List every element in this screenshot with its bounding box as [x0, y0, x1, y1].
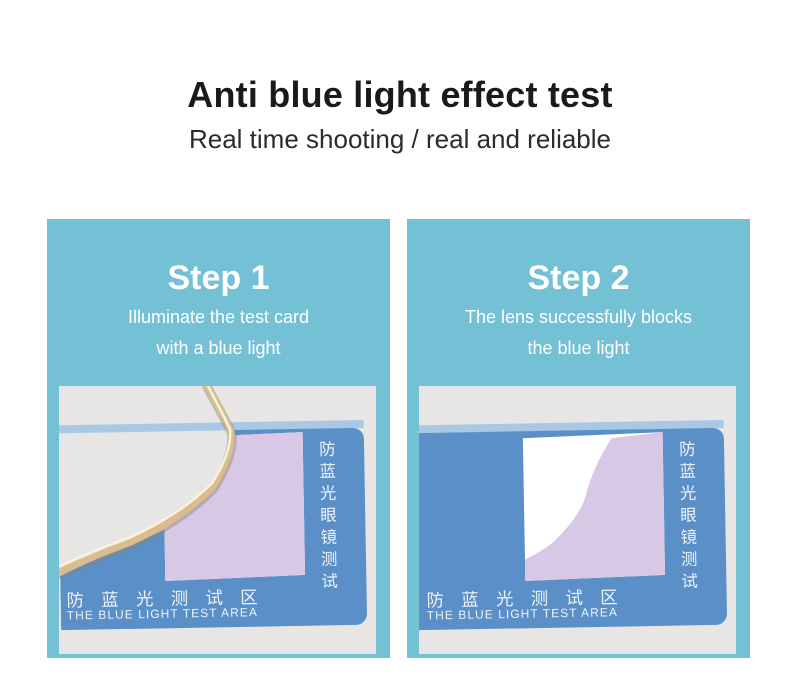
svg-text:光: 光 — [680, 485, 697, 503]
svg-text:镜: 镜 — [680, 528, 697, 547]
svg-text:蓝: 蓝 — [679, 463, 696, 481]
svg-text:蓝: 蓝 — [319, 463, 336, 481]
svg-text:眼: 眼 — [320, 507, 337, 525]
svg-text:防: 防 — [679, 441, 696, 459]
svg-text:眼: 眼 — [680, 507, 697, 525]
svg-text:防: 防 — [319, 441, 336, 459]
svg-text:试: 试 — [681, 573, 698, 591]
svg-text:镜: 镜 — [320, 528, 337, 547]
svg-text:测: 测 — [321, 551, 338, 569]
svg-text:测: 测 — [681, 551, 698, 569]
svg-text:试: 试 — [321, 573, 338, 591]
svg-text:光: 光 — [320, 485, 337, 503]
